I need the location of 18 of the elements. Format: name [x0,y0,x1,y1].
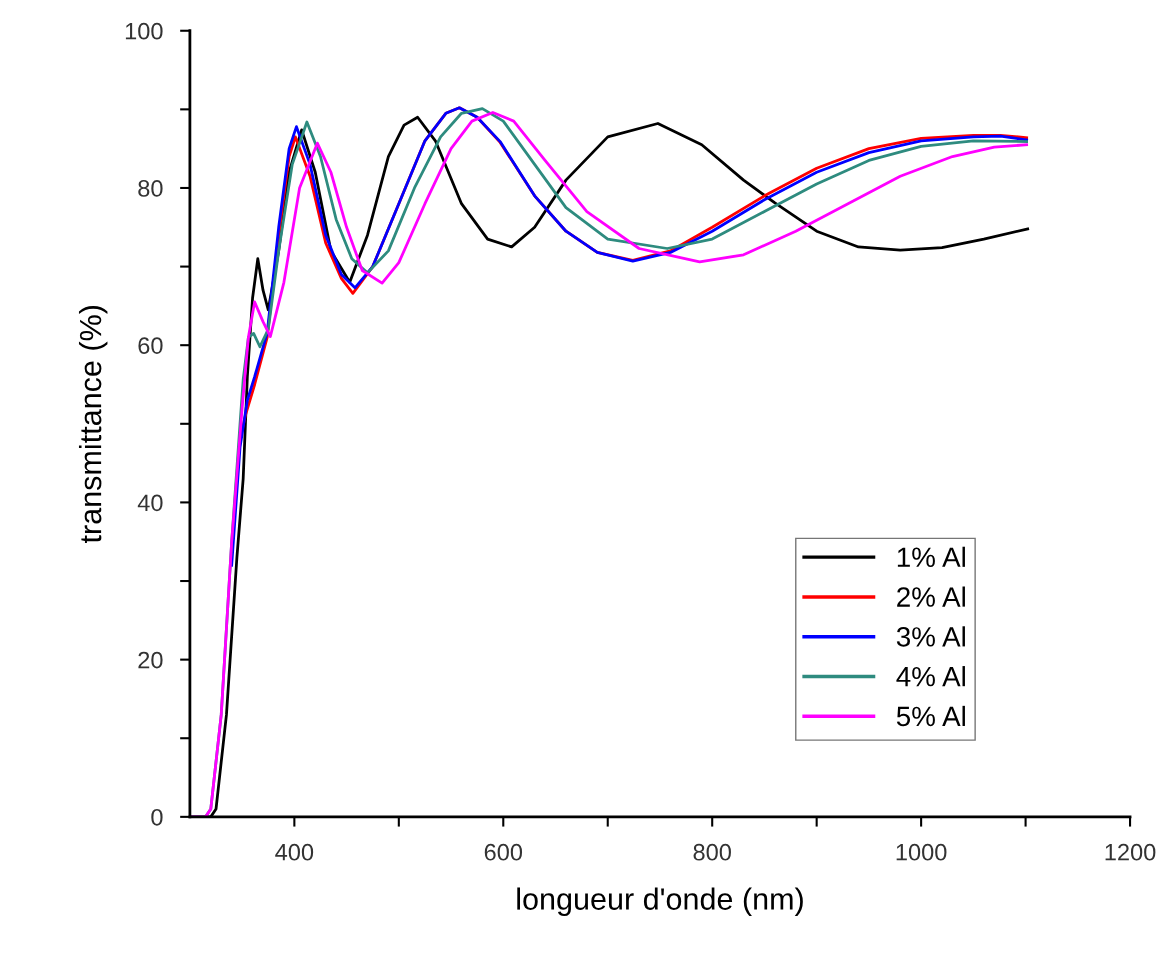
legend-label: 3% Al [896,626,965,647]
y-tick-label: 20 [138,651,163,669]
y-tick-label: 0 [151,808,163,826]
x-tick-label: 600 [484,843,523,861]
y-tick-label: 60 [138,337,163,354]
y-axis-title: transmittance (%) [78,305,108,544]
legend-label: 2% Al [897,586,965,607]
y-tick-label: 80 [138,180,163,197]
legend-label: 1% Al [897,546,965,568]
x-tick-label: 400 [275,843,314,861]
x-axis-title: longueur d'onde (nm) [517,887,803,916]
y-tick-label: 100 [125,22,163,40]
legend-label: 4% Al [896,666,965,687]
x-tick-label: 1200 [1105,843,1156,861]
x-tick-label: 1000 [896,843,947,861]
y-tick-label: 40 [137,494,163,512]
legend-label: 5% Al [896,705,965,727]
x-tick-label: 800 [693,843,731,861]
